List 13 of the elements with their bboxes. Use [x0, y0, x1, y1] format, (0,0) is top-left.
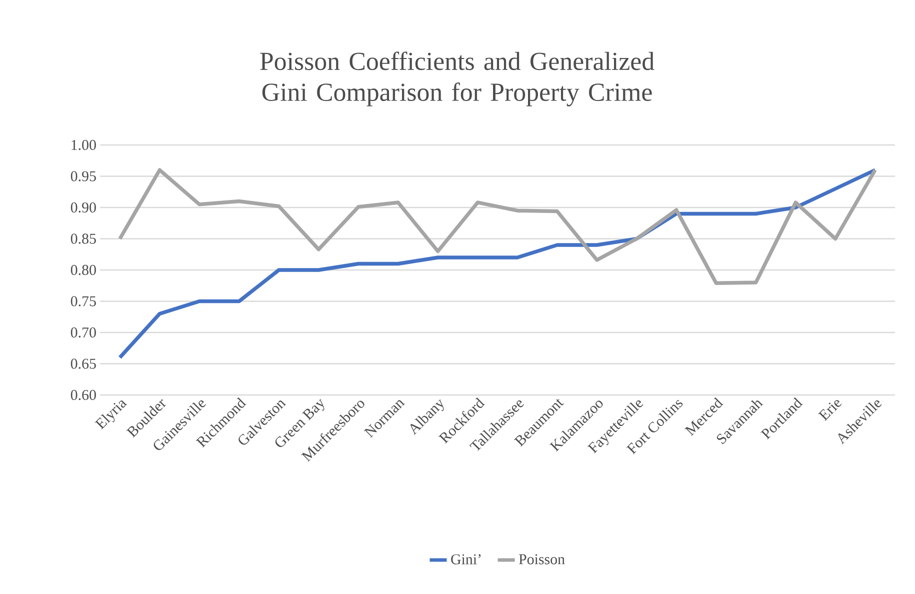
y-tick-label: 0.60	[70, 390, 96, 400]
y-tick-label: 1.00	[72, 140, 96, 150]
y-tick-label: 0.65	[70, 358, 96, 369]
y-tick-label: 0.75	[70, 296, 96, 306]
y-tick-label: 0.85	[70, 234, 96, 244]
legend-label: Gini’	[451, 554, 481, 564]
line-series	[118, 168, 877, 285]
y-tick-label: 0.90	[70, 202, 96, 213]
y-tick-label: 0.70	[70, 327, 96, 338]
y-tick-label: 0.80	[70, 264, 96, 276]
chart-title: Poisson Coefficients and Generalized Gini Comparison for Property Crime	[260, 52, 654, 106]
legend-label: Poisson	[518, 554, 565, 564]
y-tick-label: 0.95	[70, 171, 96, 182]
